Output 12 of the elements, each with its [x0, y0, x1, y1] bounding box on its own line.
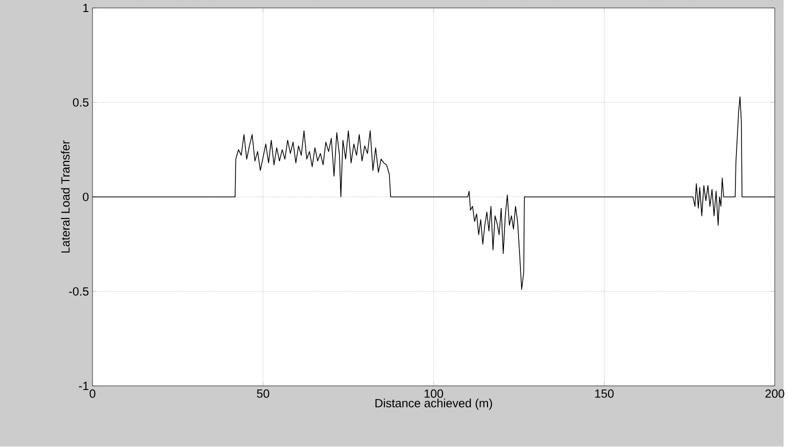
y-tick-label: 0 [82, 192, 89, 202]
y-tick-label: -1 [78, 382, 88, 390]
x-tick-label: 100 [424, 390, 444, 398]
y-tick-label: 1 [83, 4, 88, 12]
y-tick-label: -0.5 [69, 287, 88, 296]
y-tick-label: 0.5 [72, 98, 88, 107]
x-tick-label: 50 [256, 390, 270, 398]
y-axis-title: Lateral Load Transfer [60, 140, 70, 253]
x-tick-label: 200 [765, 390, 784, 398]
x-tick-label: 0 [90, 390, 96, 398]
x-tick-label: 150 [595, 390, 614, 398]
x-axis-title: Distance achieved (m) [375, 398, 492, 410]
